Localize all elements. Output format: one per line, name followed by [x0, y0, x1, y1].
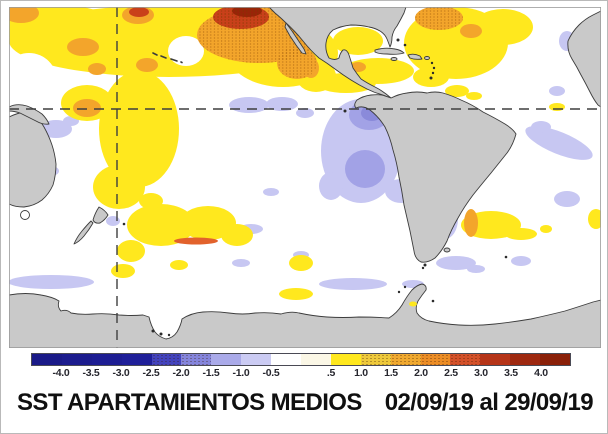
colorbar-tick-label: 3.0 [474, 367, 488, 379]
landmass-hispaniola [407, 53, 423, 60]
colorbar-segment [420, 354, 451, 365]
island-falklands [443, 247, 451, 253]
colorbar-segment [360, 354, 391, 365]
stipple-texture-layer [197, 7, 463, 79]
colorbar-segment [32, 354, 62, 365]
landmass-africa [567, 10, 601, 108]
colorbar-segment [271, 354, 302, 365]
island-tasmania [20, 210, 30, 220]
colorbar [31, 353, 571, 366]
colorbar-segment [181, 354, 212, 365]
colorbar-segment [330, 354, 361, 365]
island-puerto-rico [424, 56, 430, 60]
colorbar-segment [480, 354, 511, 365]
colorbar-tick-label: 1.5 [384, 367, 398, 379]
landmass-baja-california [284, 22, 307, 55]
small-islands-layer [122, 38, 508, 337]
colorbar-segment [301, 354, 331, 365]
colorbar-ticks: -4.0 -3.5 -3.0 -2.5 -2.0 -1.5 -1.0 -0.5 .5 1.0 1.5… [31, 367, 571, 381]
colorbar-tick-label: 3.5 [504, 367, 518, 379]
map-period: 02/09/19 al 29/09/19 [384, 389, 594, 416]
peninsula-warm-spot [409, 301, 417, 307]
colorbar-tick-label: -4.0 [52, 367, 70, 379]
map-frame-border [9, 7, 601, 348]
reference-lines [9, 7, 601, 348]
colorbar-segment [211, 354, 242, 365]
colorbar-tick-label: -2.5 [142, 367, 160, 379]
colorbar-tick-label: -3.5 [82, 367, 100, 379]
sst-anomaly-map [9, 7, 601, 348]
colorbar-segment [91, 354, 122, 365]
colorbar-tick-label: 2.5 [444, 367, 458, 379]
colorbar-segment [61, 354, 92, 365]
colorbar-segment [390, 354, 421, 365]
colorbar-segment [121, 354, 152, 365]
landmass-cuba [374, 47, 405, 55]
colorbar-tick-label: -1.5 [202, 367, 220, 379]
landmass-layer [9, 7, 601, 348]
warm-anomaly-red-orange-streak [174, 237, 218, 245]
neutral-gaps-layer [9, 36, 204, 109]
colorbar-segment [540, 354, 571, 365]
landmass-new-zealand-north [92, 206, 109, 224]
landmass-new-zealand-south [73, 220, 94, 245]
colorbar-tick-label: 2.0 [414, 367, 428, 379]
landmass-south-america [354, 91, 517, 263]
colorbar-tick-label: -0.5 [262, 367, 280, 379]
island-jamaica [390, 57, 398, 61]
map-title: SST APARTAMIENTOS MEDIOS [17, 389, 362, 416]
caption: SST APARTAMIENTOS MEDIOS 02/09/19 al 29/… [17, 389, 594, 417]
colorbar-segment [510, 354, 541, 365]
colorbar-tick-label: 4.0 [534, 367, 548, 379]
colorbar-segment [151, 354, 182, 365]
landmass-north-america [268, 7, 407, 99]
colorbar-tick-label: -3.0 [112, 367, 130, 379]
colorbar-segment [450, 354, 481, 365]
colorbar-tick-label: .5 [326, 367, 336, 379]
colorbar-tick-label: -2.0 [172, 367, 190, 379]
hawaii-islands [152, 52, 183, 64]
landmass-antarctica [9, 283, 601, 348]
colorbar-tick-label: -1.0 [232, 367, 250, 379]
colorbar-segment [241, 354, 272, 365]
colorbar-tick-label: 1.0 [354, 367, 368, 379]
